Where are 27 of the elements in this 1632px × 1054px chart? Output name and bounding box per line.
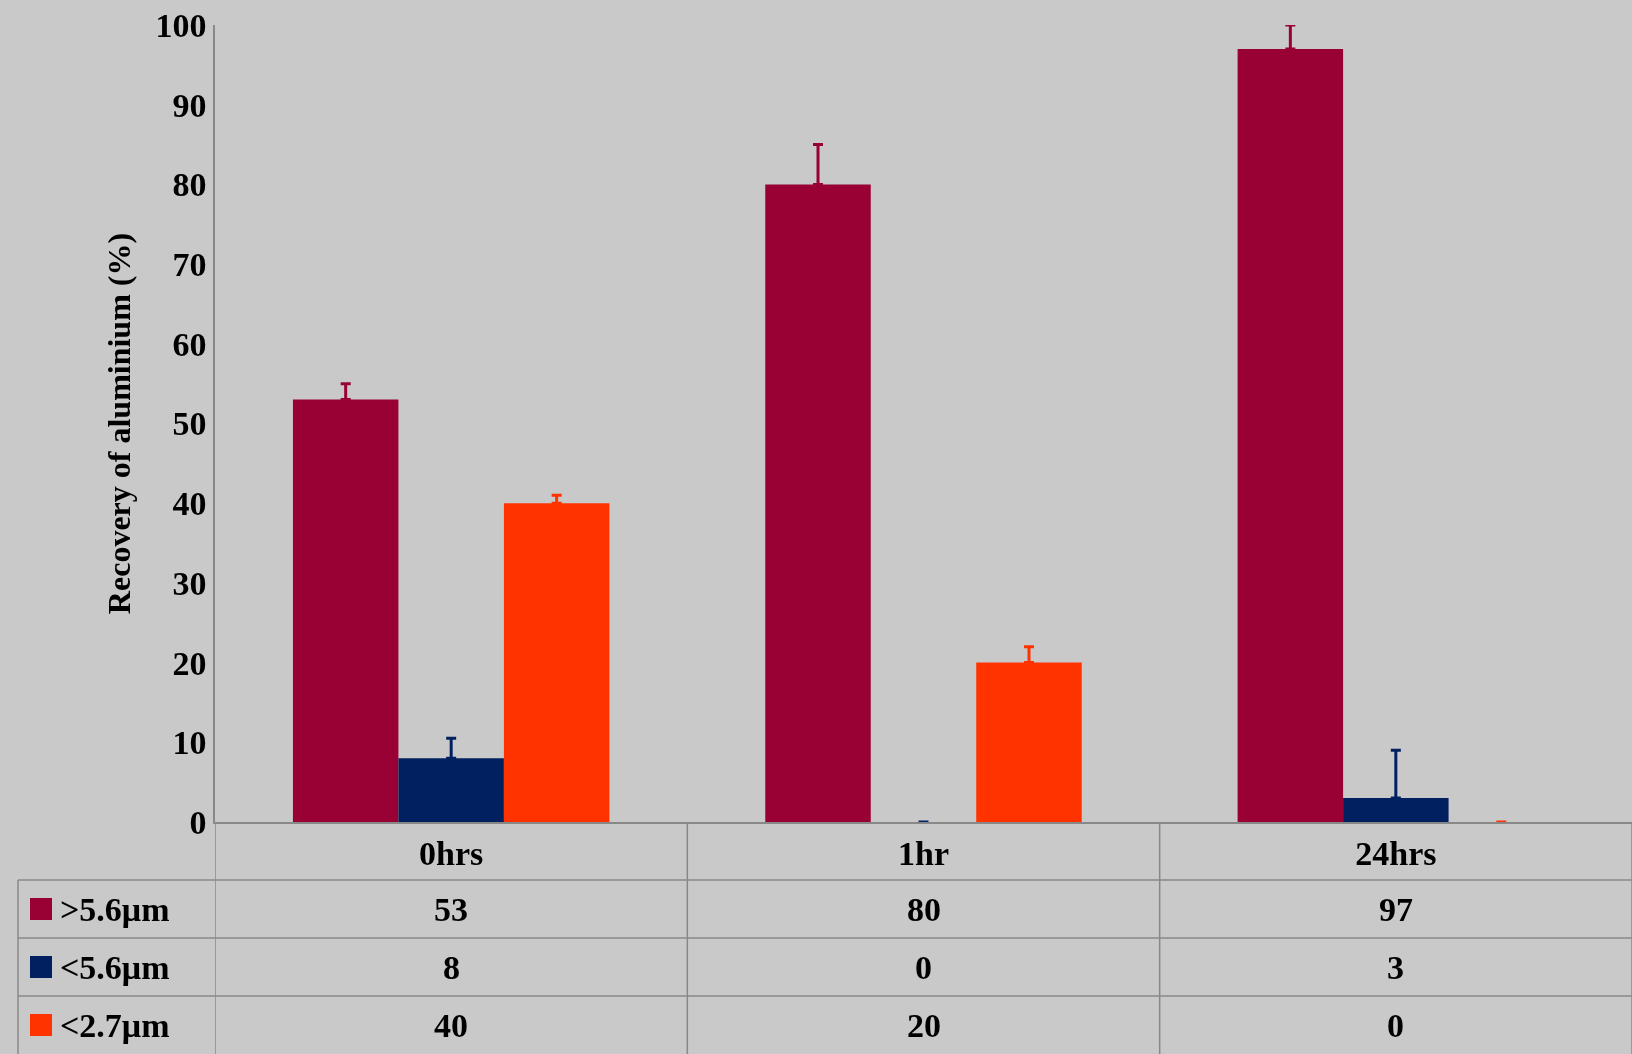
data-label: 0	[1387, 1007, 1404, 1044]
y-tick-label: 90	[172, 86, 207, 124]
y-tick-label: 30	[172, 564, 207, 602]
x-tick-label: 0hrs	[419, 834, 484, 872]
legend-label: <2.7μm	[60, 1007, 170, 1044]
legend-label: >5.6μm	[60, 891, 170, 928]
y-tick-label: 0	[189, 803, 207, 841]
x-tick-label: 1hr	[898, 834, 949, 872]
legend-label: <5.6μm	[60, 949, 170, 986]
y-tick-label: 70	[172, 246, 207, 283]
data-label: 20	[907, 1007, 941, 1044]
y-axis-title: Recovery of aluminium (%)	[101, 232, 138, 615]
y-tick-label: 100	[155, 6, 207, 44]
data-label: 80	[907, 891, 941, 928]
data-label: 40	[434, 1007, 468, 1044]
x-tick-label: 24hrs	[1355, 834, 1437, 872]
y-tick-label: 80	[172, 166, 207, 204]
y-tick-label: 20	[172, 644, 207, 682]
y-tick-label: 40	[172, 485, 207, 523]
data-label: 53	[434, 891, 468, 928]
y-tick-label: 10	[172, 724, 207, 762]
data-label: 97	[1379, 891, 1413, 928]
y-tick-label: 60	[172, 325, 207, 363]
data-label: 8	[443, 949, 460, 986]
data-label: 0	[915, 949, 932, 986]
y-tick-label: 50	[172, 405, 207, 443]
data-label: 3	[1387, 949, 1404, 986]
